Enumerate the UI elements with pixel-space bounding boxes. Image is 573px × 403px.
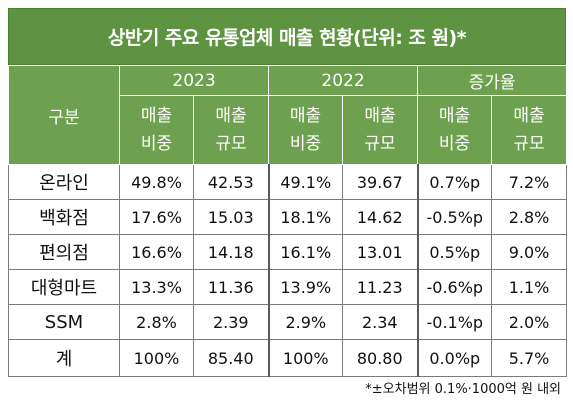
table-cell: 0.5%p (417, 234, 493, 270)
table-cell: 2.9% (268, 304, 344, 340)
row-label: 대형마트 (8, 269, 120, 305)
table-row: SSM 2.8% 2.39 2.9% 2.34 -0.1%p 2.0% (8, 304, 568, 340)
year-header-row: 구분 2023 2022 증가율 (8, 65, 568, 165)
row-label: SSM (8, 304, 120, 340)
table-cell: 80.80 (342, 339, 419, 377)
table-cell: 13.3% (119, 269, 194, 305)
table-row: 편의점 16.6% 14.18 16.1% 13.01 0.5%p 9.0% (8, 234, 568, 270)
table-cell: 2.39 (192, 304, 270, 340)
table-cell: 17.6% (119, 199, 194, 235)
table-cell: 42.53 (192, 164, 270, 200)
row-label: 계 (8, 339, 120, 377)
table-cell: 49.1% (268, 164, 344, 200)
table-cell: 2.8% (491, 199, 568, 235)
metric-header: 매출 비중 (268, 95, 344, 165)
table-cell: 18.1% (268, 199, 344, 235)
table-cell: 11.23 (342, 269, 419, 305)
table-cell: 0.0%p (417, 339, 493, 377)
table-title: 상반기 주요 유통업체 매출 현황(단위: 조 원)* (8, 8, 566, 65)
table-cell: 14.18 (192, 234, 270, 270)
table-cell: 14.62 (342, 199, 419, 235)
row-label: 편의점 (8, 234, 120, 270)
table-cell: 13.9% (268, 269, 344, 305)
metric-header: 매출 규모 (192, 95, 270, 165)
table-cell: 1.1% (491, 269, 568, 305)
table-cell: 5.7% (491, 339, 568, 377)
table-cell: 16.6% (119, 234, 194, 270)
table-cell: 2.34 (342, 304, 419, 340)
table-cell: -0.6%p (417, 269, 493, 305)
table-cell: 49.8% (119, 164, 194, 200)
row-label: 백화점 (8, 199, 120, 235)
metric-header: 매출 비중 (417, 95, 493, 165)
year-2022-header: 2022 (268, 65, 419, 96)
metric-header-row: 매출 비중 매출 규모 매출 비중 매출 규모 매출 비중 매출 규모 (9, 95, 568, 165)
table-cell: 85.40 (192, 339, 270, 377)
table-cell: 15.03 (192, 199, 270, 235)
table-cell: 9.0% (491, 234, 568, 270)
gubun-header: 구분 (8, 65, 120, 165)
table-cell: -0.1%p (417, 304, 493, 340)
table-cell: 16.1% (268, 234, 344, 270)
total-row: 계 100% 85.40 100% 80.80 0.0%p 5.7% (8, 339, 568, 377)
table-cell: 2.0% (491, 304, 568, 340)
table-cell: 100% (268, 339, 344, 377)
table-cell: 7.2% (491, 164, 568, 200)
table-cell: 2.8% (119, 304, 194, 340)
sales-table: 구분 2023 2022 증가율 매출 비중 매출 규모 매출 비중 매출 규모 매출 비… (8, 65, 568, 377)
table-cell: 100% (119, 339, 194, 377)
table-cell: 0.7%p (417, 164, 493, 200)
table-cell: -0.5%p (417, 199, 493, 235)
metric-header: 매출 규모 (342, 95, 419, 165)
table-row: 온라인 49.8% 42.53 49.1% 39.67 0.7%p 7.2% (8, 164, 568, 200)
table-row: 백화점 17.6% 15.03 18.1% 14.62 -0.5%p 2.8% (8, 199, 568, 235)
footnote: *±오차범위 0.1%·1000억 원 내외 (365, 382, 561, 397)
growth-header: 증가율 (417, 65, 568, 96)
metric-header: 매출 규모 (491, 95, 568, 165)
table-cell: 11.36 (192, 269, 270, 305)
sales-table-container: 상반기 주요 유통업체 매출 현황(단위: 조 원)* 구분 2023 2022… (8, 8, 568, 377)
metric-header: 매출 비중 (119, 95, 194, 165)
table-cell: 13.01 (342, 234, 419, 270)
table-cell: 39.67 (342, 164, 419, 200)
year-2023-header: 2023 (118, 65, 270, 96)
row-label: 온라인 (8, 164, 120, 200)
table-row: 대형마트 13.3% 11.36 13.9% 11.23 -0.6%p 1.1% (8, 269, 568, 305)
